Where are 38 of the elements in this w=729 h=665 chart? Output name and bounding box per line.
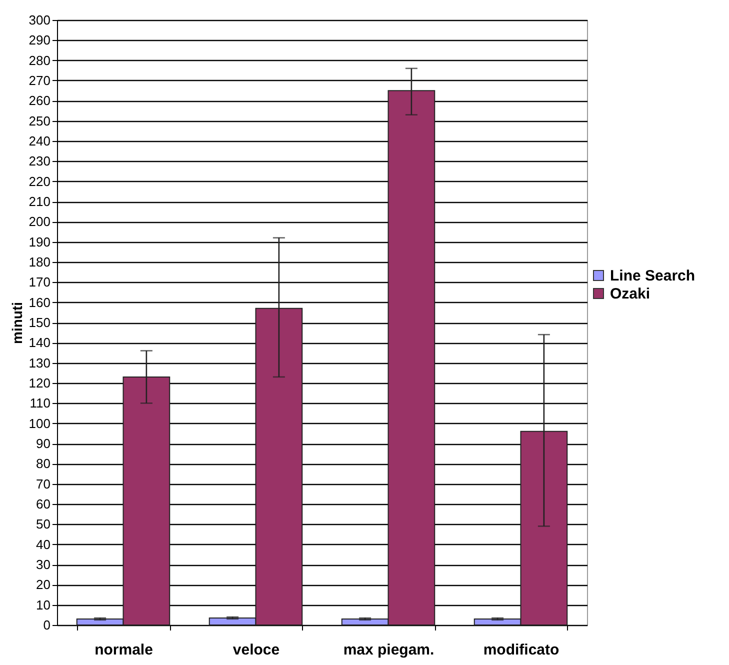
y-tick-label: 30 bbox=[36, 557, 50, 572]
y-tick-label: 20 bbox=[36, 577, 50, 592]
x-tick-label: max piegam. bbox=[343, 642, 434, 658]
y-axis-title: minuti bbox=[8, 302, 25, 344]
y-tick-label: 280 bbox=[28, 52, 50, 68]
y-tick-label: 110 bbox=[30, 396, 50, 411]
y-tick-label: 60 bbox=[36, 496, 50, 512]
y-tick-label: 90 bbox=[36, 436, 50, 451]
x-tick-label: normale bbox=[94, 642, 153, 658]
y-tick-label: 50 bbox=[36, 516, 50, 532]
y-tick-label: 40 bbox=[36, 536, 50, 552]
y-tick-label: 230 bbox=[28, 154, 50, 169]
y-tick-label: 10 bbox=[36, 597, 50, 612]
y-tick-label: 170 bbox=[28, 274, 50, 290]
y-tick-label: 160 bbox=[28, 294, 50, 310]
y-tick-label: 240 bbox=[28, 134, 50, 148]
y-tick-label: 120 bbox=[28, 376, 50, 390]
y-tick-label: 250 bbox=[28, 113, 50, 128]
y-tick-label: 0 bbox=[43, 618, 50, 632]
y-tick-label: 290 bbox=[28, 32, 50, 48]
y-tick-label: 80 bbox=[36, 456, 50, 472]
legend-label: Line Search bbox=[610, 268, 696, 284]
x-tick-label: modificato bbox=[483, 642, 560, 658]
y-tick-label: 270 bbox=[28, 73, 50, 88]
y-tick-label: 300 bbox=[28, 12, 50, 28]
y-tick-label: 200 bbox=[28, 214, 50, 230]
y-tick-label: 220 bbox=[28, 174, 50, 189]
y-tick-label: 150 bbox=[28, 315, 50, 330]
y-tick-label: 140 bbox=[28, 335, 50, 350]
y-tick-label: 70 bbox=[36, 476, 50, 492]
x-tick-label: veloce bbox=[232, 642, 280, 658]
legend-label: Ozaki bbox=[610, 286, 650, 302]
y-tick-label: 100 bbox=[28, 416, 50, 431]
y-tick-label: 210 bbox=[28, 194, 50, 209]
y-tick-label: 180 bbox=[28, 254, 50, 270]
y-tick-label: 260 bbox=[28, 93, 50, 108]
y-tick-label: 130 bbox=[28, 355, 50, 370]
y-tick-label: 190 bbox=[28, 234, 50, 250]
